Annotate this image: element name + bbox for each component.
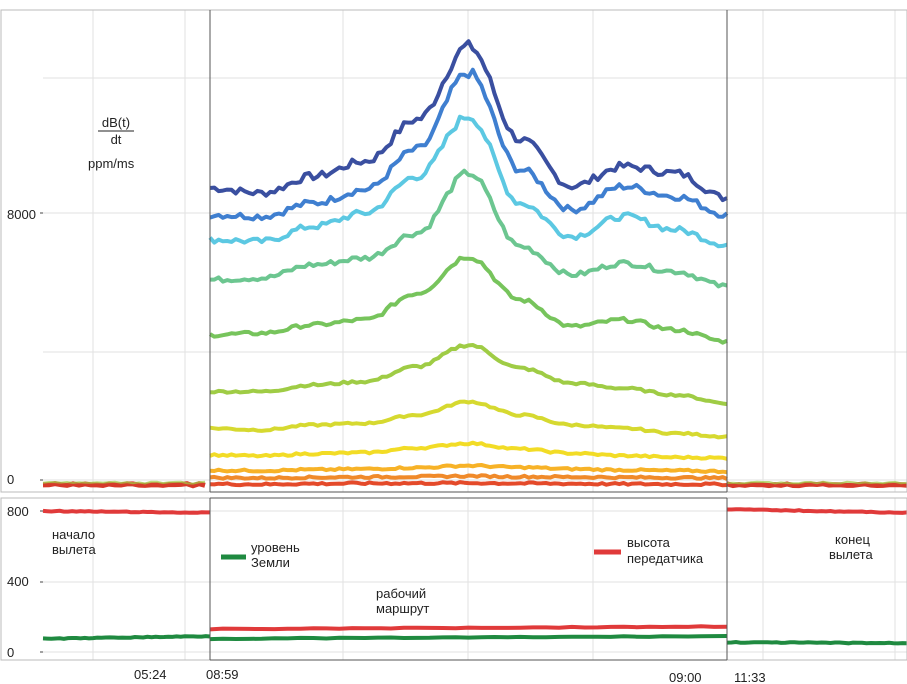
annotation-start-line1: начало (52, 527, 95, 542)
annotation-route-line1: рабочий (376, 586, 426, 601)
series-line-4 (208, 255, 728, 345)
series-line-1 (209, 67, 729, 222)
series-line-9 (209, 473, 728, 481)
bottom-series-0-segment-2 (727, 507, 907, 515)
legend-label-transmitter-line2: передатчика (627, 551, 704, 566)
annotation-end-line1: конец (835, 532, 870, 547)
outside-band-thin-0 (42, 480, 206, 485)
series-line-7 (209, 440, 728, 461)
x-tick-label-0524: 05:24 (134, 667, 167, 682)
x-tick-label-0900: 09:00 (669, 670, 702, 684)
bottom-y-tick-label-400: 400 (7, 574, 29, 589)
bottom-series-group (42, 507, 907, 646)
grid-lines (43, 10, 907, 660)
legend-label-ground-line1: уровень (251, 540, 300, 555)
annotation-start-line2: вылета (52, 542, 96, 557)
annotation-route-line2: маршрут (376, 601, 429, 616)
series-line-5 (209, 343, 728, 407)
bottom-series-0-segment-0 (42, 508, 210, 515)
top-y-tick-label-8000: 8000 (7, 207, 36, 222)
bottom-series-1-segment-2 (726, 639, 907, 646)
x-tick-label-0859: 08:59 (206, 667, 239, 682)
outside-band-thin-1 (726, 480, 907, 485)
x-tick-label-1133: 11:33 (734, 670, 766, 684)
series-line-2 (208, 114, 728, 249)
ylabel-units: ppm/ms (88, 156, 135, 171)
series-line-6 (209, 399, 728, 440)
series-line-0 (209, 39, 728, 203)
series-line-3 (210, 168, 728, 289)
legend-label-transmitter-line1: высота (627, 535, 671, 550)
series-line-10 (209, 480, 728, 488)
series-group (42, 39, 907, 489)
bottom-series-0-segment-1 (209, 624, 728, 632)
bottom-series-1-segment-1 (209, 634, 728, 642)
ylabel-denominator: dt (111, 132, 122, 147)
bottom-series-1-segment-0 (42, 634, 211, 641)
legend-label-ground-line2: Земли (251, 555, 290, 570)
bottom-y-tick-label-0: 0 (7, 645, 14, 660)
bottom-y-tick-label-800: 800 (7, 504, 29, 519)
panel-frames (0, 9, 907, 661)
outside-band-0 (42, 481, 206, 489)
outside-band-1 (726, 481, 907, 489)
top-y-tick-label-0: 0 (7, 472, 14, 487)
ylabel-numerator: dB(t) (102, 115, 130, 130)
series-line-8 (209, 463, 728, 475)
annotation-end-line2: вылета (829, 547, 873, 562)
